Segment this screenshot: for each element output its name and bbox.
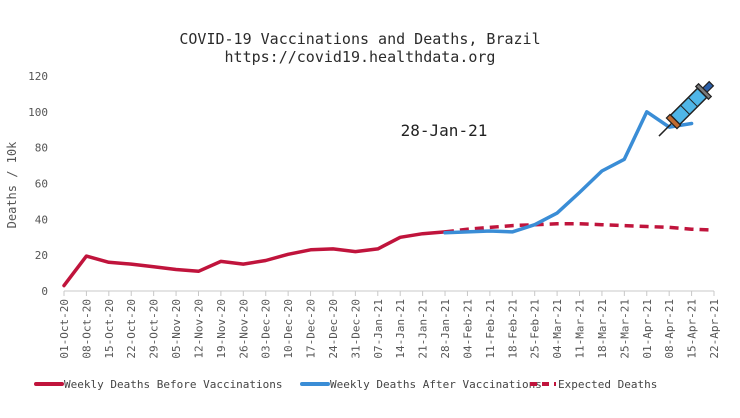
- series-line-0: [62, 230, 447, 288]
- x-tick-label: 19-Nov-20: [215, 299, 228, 359]
- x-tick-label: 12-Nov-20: [192, 299, 205, 359]
- legend: Weekly Deaths Before Vaccinations Weekly …: [34, 378, 657, 391]
- x-tick-label: 04-Feb-21: [461, 299, 474, 359]
- x-tick-label: 11-Feb-21: [484, 299, 497, 359]
- y-tick-label: 80: [35, 142, 48, 155]
- x-tick-label: 24-Dec-20: [327, 299, 340, 359]
- x-tick-label: 25-Feb-21: [529, 299, 542, 359]
- axes: 0 20 40 60 80 100 120 01-Oct-20 08-Oct-20 15-Oct-…: [28, 70, 721, 359]
- x-tick-label: 10-Dec-20: [282, 299, 295, 359]
- syringe-icon: [658, 80, 715, 137]
- x-tick-label: 29-Oct-20: [148, 299, 161, 359]
- legend-label-0: Weekly Deaths Before Vaccinations: [64, 378, 283, 391]
- series-line-2: [444, 222, 715, 234]
- series-lines: [62, 110, 715, 288]
- x-tick-label: 28-Jan-21: [439, 299, 452, 359]
- y-tick-label: 0: [41, 285, 48, 298]
- date-annotation: 28-Jan-21: [401, 121, 488, 140]
- x-tick-label: 08-Oct-20: [80, 299, 93, 359]
- series-line-1: [443, 110, 694, 235]
- x-tick-label: 01-Oct-20: [58, 299, 71, 359]
- y-tick-label: 100: [28, 106, 48, 119]
- chart-title: COVID-19 Vaccinations and Deaths, Brazil: [179, 30, 540, 48]
- x-tick-label: 25-Mar-21: [618, 299, 631, 359]
- x-tick-label: 14-Jan-21: [394, 299, 407, 359]
- y-axis-label: Deaths / 10k: [5, 141, 19, 228]
- y-tick-label: 20: [35, 249, 48, 262]
- x-tick-label: 04-Mar-21: [551, 299, 564, 359]
- y-tick-label: 120: [28, 70, 48, 83]
- x-tick-label: 22-Apr-21: [708, 299, 721, 359]
- x-tick-label: 08-Apr-21: [663, 299, 676, 359]
- x-tick-label: 15-Apr-21: [686, 299, 699, 359]
- x-tick-label: 18-Mar-21: [596, 299, 609, 359]
- x-tick-label: 21-Jan-21: [417, 299, 430, 359]
- y-tick-label: 40: [35, 213, 48, 226]
- x-tick-label: 22-Oct-20: [125, 299, 138, 359]
- x-tick-label: 03-Dec-20: [260, 299, 273, 359]
- x-tick-label: 26-Nov-20: [237, 299, 250, 359]
- legend-label-2: Expected Deaths: [558, 378, 657, 391]
- x-tick-label: 01-Apr-21: [641, 299, 654, 359]
- x-tick-label: 17-Dec-20: [305, 299, 318, 359]
- x-tick-label: 18-Feb-21: [506, 299, 519, 359]
- x-tick-label: 31-Dec-20: [349, 299, 362, 359]
- x-tick-label: 11-Mar-21: [574, 299, 587, 359]
- x-tick-label: 07-Jan-21: [372, 299, 385, 359]
- y-tick-label: 60: [35, 178, 48, 191]
- chart-subtitle: https://covid19.healthdata.org: [225, 48, 496, 66]
- legend-label-1: Weekly Deaths After Vaccinations: [330, 378, 542, 391]
- x-tick-label: 15-Oct-20: [103, 299, 116, 359]
- x-tick-label: 05-Nov-20: [170, 299, 183, 359]
